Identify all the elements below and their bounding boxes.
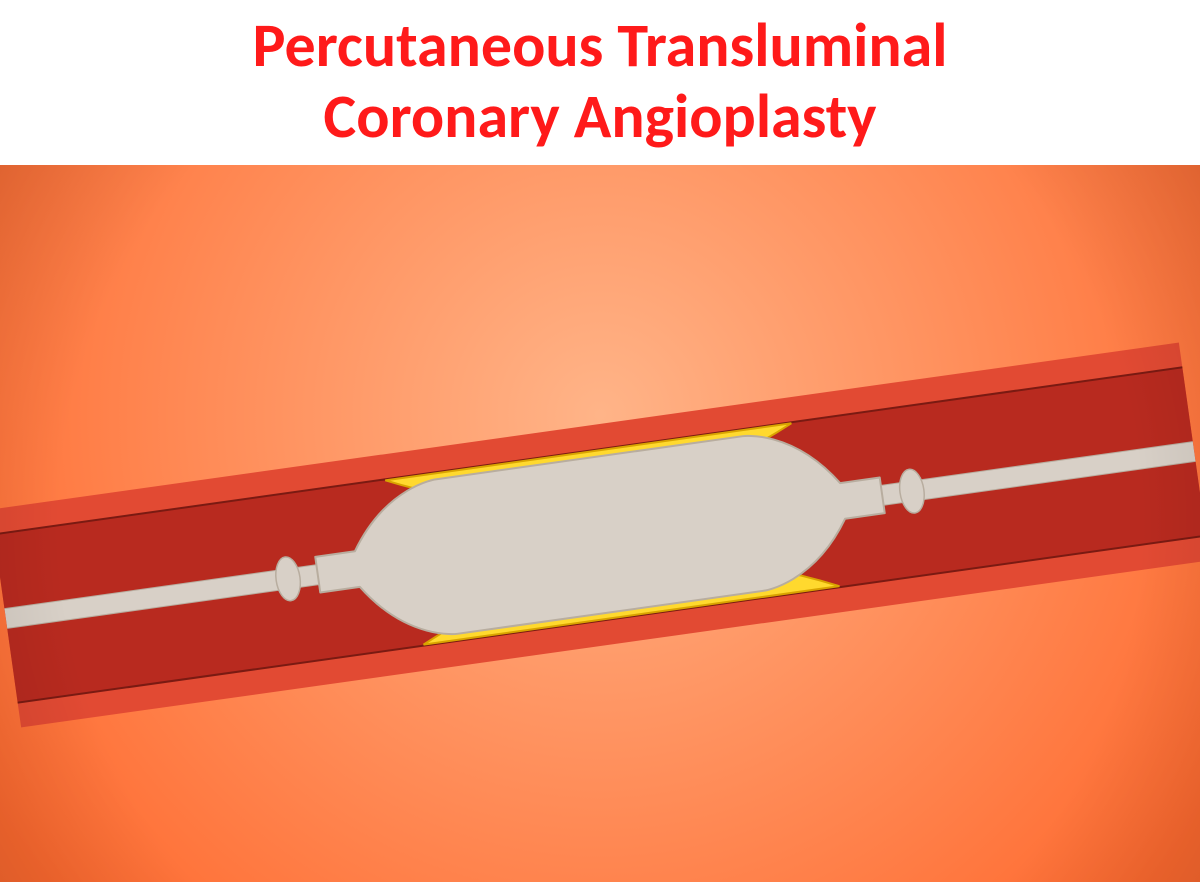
title-block: Percutaneous Transluminal Coronary Angio… bbox=[0, 0, 1200, 163]
diagram-svg bbox=[0, 165, 1200, 882]
diagram-title: Percutaneous Transluminal Coronary Angio… bbox=[0, 10, 1200, 153]
page-root: Percutaneous Transluminal Coronary Angio… bbox=[0, 0, 1200, 882]
angioplasty-diagram bbox=[0, 165, 1200, 882]
